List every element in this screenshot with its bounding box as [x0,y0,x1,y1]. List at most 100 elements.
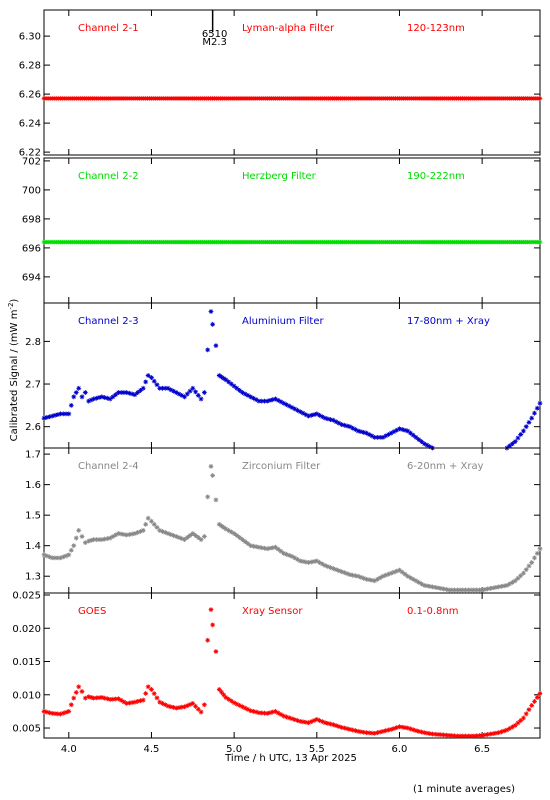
data-point [151,691,157,697]
data-point [416,579,422,585]
data-point [132,531,138,536]
data-point [256,398,262,404]
data-point [216,687,222,692]
data-point [485,586,491,592]
data-point [405,725,411,731]
data-point [240,704,245,710]
data-point [339,422,344,427]
data-point [176,535,182,540]
data-point [358,729,364,735]
data-point [292,555,298,561]
data-point [124,701,130,706]
data-point [135,390,141,395]
data-point [205,347,211,353]
data-point [190,531,196,536]
data-point [452,587,457,593]
data-point [278,548,284,554]
data-point [226,528,232,533]
data-point [454,733,460,739]
data-point [322,720,328,726]
data-point [496,584,502,590]
data-point [347,726,353,732]
data-point [216,521,222,527]
data-point [465,587,471,593]
data-point [532,555,537,561]
data-point [410,576,416,582]
data-point [208,607,214,613]
data-point [537,691,543,696]
data-point [402,427,408,433]
y-tick-label: 6.26 [19,90,41,101]
data-point [44,709,50,715]
data-point [463,587,468,593]
data-point [317,718,322,723]
data-point [221,692,227,698]
data-point [154,695,160,701]
data-point [490,585,496,591]
data-point [286,715,292,721]
data-point [129,391,135,397]
data-point [210,622,216,628]
data-point [482,587,488,592]
y-tick-label: 2.8 [25,337,41,348]
data-point [73,690,79,695]
data-point [308,412,314,418]
data-point [151,378,157,384]
data-point [311,718,317,723]
data-point [394,568,400,574]
data-point [210,473,216,478]
data-point [405,428,411,434]
data-point [168,532,174,537]
data-point [182,394,187,400]
data-point [145,373,151,378]
data-point [386,727,391,733]
data-point [96,695,102,701]
data-point [322,563,328,568]
data-point [208,309,214,314]
data-point [330,566,336,571]
data-point [91,695,96,701]
x-tick-label: 5.5 [309,744,325,755]
data-point [441,586,446,592]
data-point [286,552,292,558]
data-point [264,710,270,716]
data-point [352,728,358,734]
data-point [91,396,96,402]
y-tick-label: 702 [22,156,41,167]
panel-5: 0.005 0.010 0.015 0.020 0.025 GOES Xray Sensor… [12,590,543,755]
data-point [162,702,168,708]
x-tick-label: 5.0 [226,744,242,755]
data-point [165,531,171,536]
data-point [205,494,211,500]
data-point [303,559,309,565]
data-point [173,534,179,539]
data-point [216,373,222,378]
data-point [248,394,254,400]
data-point [79,689,85,694]
data-point [281,713,287,719]
data-point [430,584,435,590]
data-point [251,708,256,714]
footnote: (1 minute averages) [413,784,515,795]
data-point [375,576,380,582]
data-point [394,427,400,433]
data-point [47,554,52,560]
data-point [507,581,513,587]
data-point [171,705,176,710]
data-point [68,547,74,553]
data-point [44,553,50,559]
data-point [93,395,99,401]
data-point [193,533,198,538]
y-axis-title-exponent: -2 [7,303,15,310]
data-point [471,733,477,739]
data-point [380,728,386,734]
data-point [182,537,187,542]
data-point [358,429,364,435]
data-point [52,412,58,418]
data-point [488,586,493,591]
data-point [121,390,127,395]
data-point [499,729,504,735]
data-point [187,702,193,707]
data-point [518,573,524,579]
panel-band-label: 0.1-0.8nm [407,606,459,617]
